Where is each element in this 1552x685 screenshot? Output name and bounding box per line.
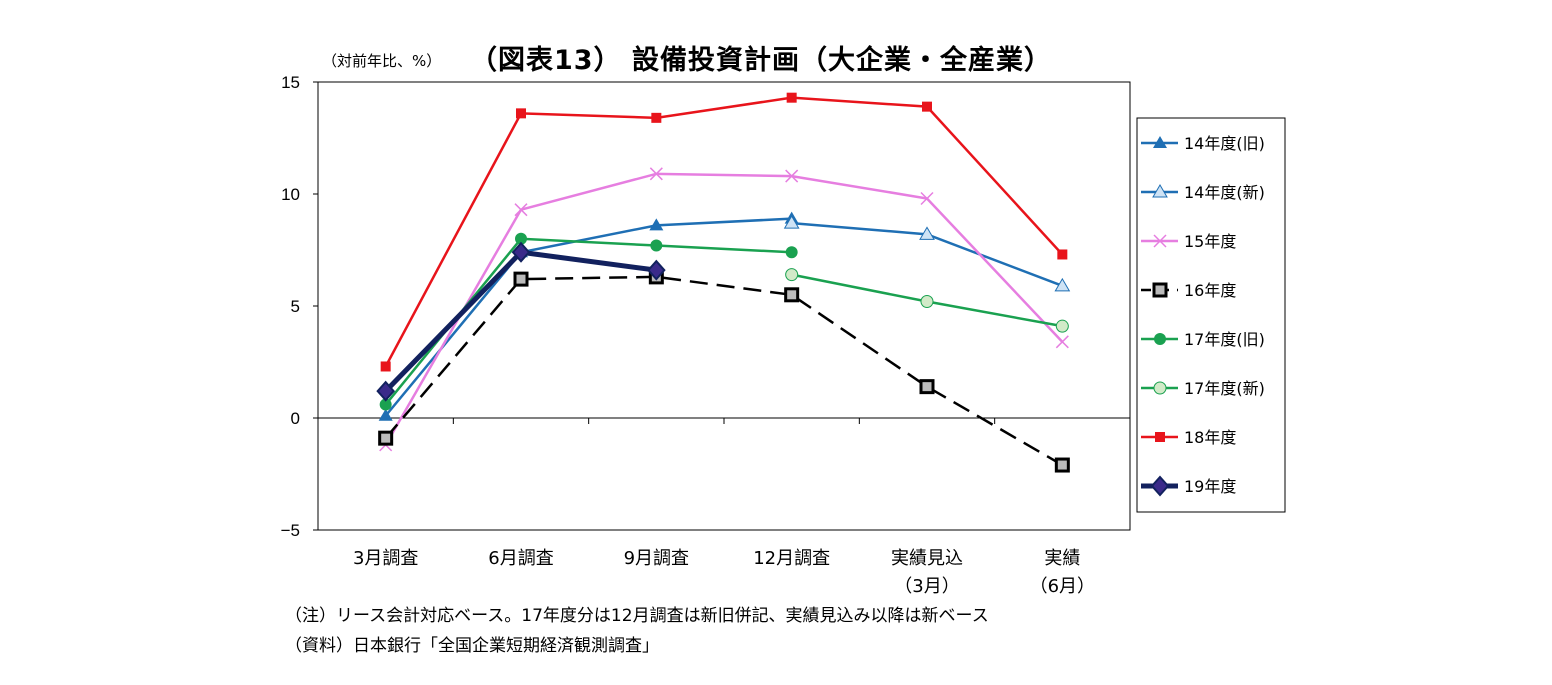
series-line-0: [384, 217, 792, 417]
series-line-2: [384, 172, 1064, 446]
x-tick-label: 6月調査: [488, 548, 553, 569]
data-point-3: [378, 430, 394, 446]
legend: [1136, 117, 1286, 513]
data-point-1: [1054, 277, 1071, 292]
legend-label: 15年度: [1184, 232, 1236, 251]
y-axis-label: （対前年比、%）: [322, 52, 442, 70]
chart-title: （図表13） 設備投資計画（大企業・全産業）: [470, 45, 1052, 76]
data-point-0: [378, 408, 393, 421]
chart-note: （注）リース会計対応ベース。17年度分は12月調査は新旧併記、実績見込み以降は新…: [285, 606, 989, 626]
data-point-1: [783, 215, 800, 229]
legend-label: 17年度(新): [1184, 379, 1265, 398]
y-tick-label: 5: [291, 297, 300, 316]
data-point-7: [376, 380, 396, 402]
data-point-2: [920, 191, 934, 206]
data-point-2: [649, 167, 663, 181]
data-point-6: [786, 92, 797, 103]
y-tick-label: 10: [281, 185, 300, 204]
series-line-6: [384, 96, 1064, 368]
y-tick-label: 0: [291, 409, 300, 428]
x-tick-label: 3月調査: [353, 548, 418, 569]
data-point-6: [380, 361, 391, 372]
data-point-3: [513, 271, 529, 287]
legend-marker: [1150, 475, 1170, 497]
y-tick-label: 15: [281, 73, 300, 92]
legend-marker: [1153, 136, 1167, 148]
x-tick-label: 実績: [1044, 548, 1080, 569]
legend-marker: [1155, 432, 1165, 442]
legend-marker: [1153, 381, 1167, 395]
data-point-7: [646, 259, 666, 281]
x-tick-label: （6月）: [1030, 576, 1095, 597]
data-point-5: [920, 295, 934, 309]
data-point-4: [650, 239, 663, 252]
data-point-4: [785, 246, 798, 259]
x-tick-label: 実績見込: [891, 548, 963, 569]
data-point-1: [919, 226, 935, 240]
data-point-6: [1057, 249, 1068, 260]
data-point-3: [784, 287, 800, 303]
data-point-3: [919, 379, 935, 395]
data-point-4: [379, 398, 392, 411]
data-point-3: [1054, 457, 1070, 473]
data-point-4: [515, 232, 527, 245]
data-point-6: [516, 108, 526, 119]
legend-label: 17年度(旧): [1184, 330, 1265, 349]
plot-area: [317, 81, 1131, 531]
legend-marker: [1153, 234, 1167, 248]
series-line-3: [384, 275, 1063, 467]
legend-marker: [1154, 333, 1166, 345]
legend-label: 18年度: [1184, 428, 1236, 447]
data-point-0: [649, 218, 664, 231]
x-tick-label: 9月調査: [624, 548, 689, 569]
data-point-5: [1055, 319, 1069, 333]
data-point-2: [1055, 335, 1069, 349]
x-tick-label: （3月）: [894, 576, 959, 597]
data-point-7: [511, 241, 531, 263]
x-tick-label: 12月調査: [753, 548, 830, 569]
chart-source: （資料）日本銀行「全国企業短期経済観測調査」: [285, 636, 659, 656]
legend-marker: [1152, 184, 1168, 198]
data-point-2: [514, 203, 528, 217]
legend-marker: [1152, 282, 1168, 298]
data-point-6: [651, 112, 662, 123]
data-point-2: [785, 169, 799, 183]
legend-label: 19年度: [1184, 477, 1236, 496]
data-point-6: [922, 101, 932, 112]
legend-label: 14年度(新): [1184, 183, 1265, 202]
legend-label: 14年度(旧): [1184, 134, 1265, 153]
data-point-5: [785, 268, 799, 282]
y-tick-label: −5: [281, 521, 300, 540]
legend-label: 16年度: [1184, 281, 1236, 300]
